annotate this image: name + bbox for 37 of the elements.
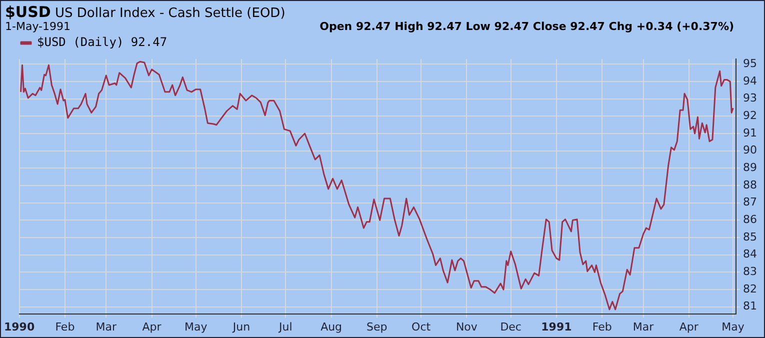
y-tick-label: 91 [743, 126, 758, 140]
x-tick-label: Aug [320, 320, 342, 334]
x-tick-label: Sep [366, 320, 388, 334]
y-tick-label: 84 [743, 248, 758, 261]
x-tick-label: Oct [412, 320, 432, 334]
text: 1-May-1991 [5, 20, 70, 33]
y-tick-label: 95 [743, 57, 758, 70]
y-tick-label: 85 [743, 230, 758, 244]
x-tick-label: May [184, 320, 208, 334]
y-tick-label: 89 [743, 161, 758, 174]
y-tick-label: 82 [743, 282, 758, 296]
y-tick-label: 90 [743, 144, 758, 157]
y-tick-label: 93 [743, 92, 758, 105]
x-tick-label: 1990 [4, 320, 35, 334]
x-tick-label: May [722, 320, 745, 334]
x-tick-label: Nov [456, 320, 478, 334]
x-tick-label: Dec [500, 320, 522, 334]
x-tick-label: Jul [278, 320, 292, 334]
y-tick-label: 83 [743, 265, 758, 278]
x-tick-label: Mar [632, 320, 654, 334]
y-tick-label: 94 [743, 74, 758, 88]
x-tick-label: Mar [96, 320, 117, 334]
x-tick-label: Feb [55, 320, 75, 334]
y-tick-label: 81 [743, 300, 758, 313]
x-tick-label: 1991 [541, 320, 572, 334]
y-tick-label: 86 [743, 213, 758, 226]
text: Open 92.47 High 92.47 Low 92.47 Close 92.47 Chg +0.34 (+0.37%) [320, 20, 734, 33]
x-tick-label: Apr [679, 320, 699, 334]
legend-label: $USD (Daily) 92.47 [37, 35, 168, 50]
chart-subtitle: US Dollar Index - Cash Settle (EOD) [55, 6, 286, 21]
y-tick-label: 92 [743, 109, 758, 122]
chart-title: $USD [5, 3, 51, 21]
x-tick-label: Feb [592, 320, 612, 334]
x-tick-label: Jun [232, 320, 250, 334]
x-tick-label: Apr [142, 320, 162, 334]
y-tick-label: 87 [743, 196, 758, 209]
y-tick-label: 88 [743, 178, 758, 192]
